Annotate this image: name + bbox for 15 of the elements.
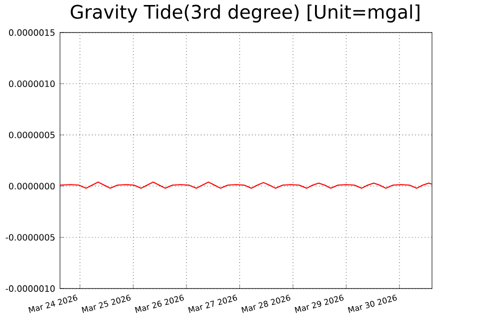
x-tick-label: Mar 26 2026 bbox=[134, 294, 184, 314]
y-tick-label: 0.0000015 bbox=[8, 30, 55, 36]
x-tick-label: Mar 25 2026 bbox=[82, 294, 131, 314]
y-tick-label: -0.0000010 bbox=[6, 286, 55, 292]
x-tick-label: Mar 30 2026 bbox=[348, 294, 397, 314]
y-tick-label: 0.0000005 bbox=[8, 132, 55, 138]
y-tick-label: 0.0000010 bbox=[8, 80, 55, 88]
chart-title: Gravity Tide(3rd degree) [Unit=mgal] bbox=[70, 4, 420, 23]
x-tick-label: Mar 24 2026 bbox=[28, 294, 78, 314]
x-tick-label: Mar 27 2026 bbox=[188, 294, 238, 314]
x-tick-label: Mar 29 2026 bbox=[294, 294, 344, 314]
y-tick-label: -0.0000005 bbox=[6, 234, 55, 241]
x-tick-label: Mar 28 2026 bbox=[241, 294, 290, 314]
y-tick-label: 0.0000000 bbox=[8, 183, 55, 190]
line-series bbox=[60, 182, 432, 189]
